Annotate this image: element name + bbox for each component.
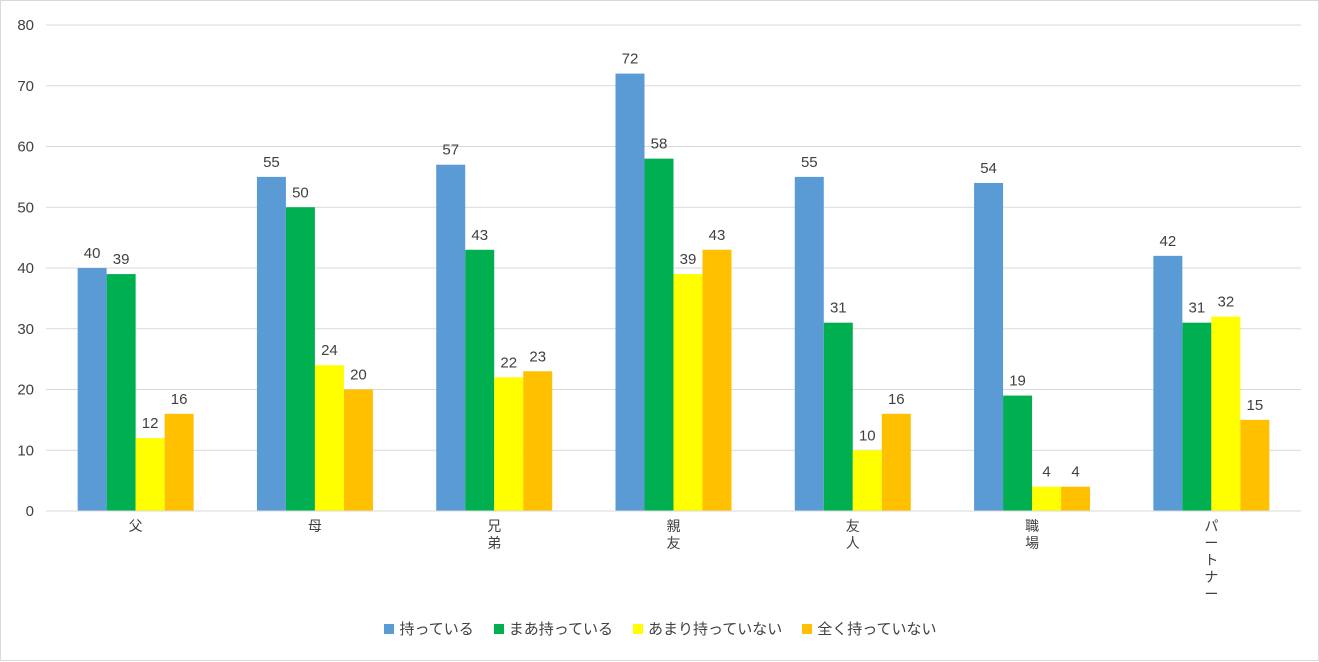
bar bbox=[794, 176, 824, 511]
data-label: 31 bbox=[1189, 300, 1206, 317]
data-label: 16 bbox=[171, 391, 188, 408]
data-label: 50 bbox=[292, 184, 309, 201]
bar bbox=[1240, 419, 1270, 511]
data-label: 10 bbox=[859, 427, 876, 444]
data-label: 31 bbox=[830, 300, 847, 317]
bar bbox=[615, 73, 645, 511]
x-tick-label: 職場 bbox=[1025, 518, 1039, 551]
data-label: 55 bbox=[263, 154, 280, 171]
legend-item: 全く持っていない bbox=[802, 618, 937, 639]
legend-swatch bbox=[493, 623, 504, 634]
bar bbox=[494, 377, 524, 511]
data-label: 54 bbox=[980, 160, 997, 177]
bar bbox=[135, 438, 165, 511]
data-label: 15 bbox=[1247, 397, 1264, 414]
legend-item: あまり持っていない bbox=[633, 618, 782, 639]
data-label: 19 bbox=[1009, 373, 1026, 390]
data-label: 43 bbox=[709, 227, 726, 244]
data-label: 23 bbox=[529, 348, 546, 365]
y-tick-label: 0 bbox=[26, 503, 34, 520]
data-label: 72 bbox=[622, 51, 639, 68]
legend-swatch bbox=[633, 623, 643, 634]
y-tick-label: 30 bbox=[17, 321, 34, 338]
bar bbox=[673, 274, 703, 511]
data-label: 39 bbox=[680, 251, 697, 268]
legend-label: 全く持っていない bbox=[817, 620, 937, 638]
bar bbox=[164, 413, 194, 511]
legend-swatch bbox=[802, 623, 813, 634]
y-tick-label: 70 bbox=[17, 78, 34, 95]
data-label: 32 bbox=[1218, 294, 1235, 311]
data-label: 24 bbox=[321, 342, 338, 359]
legend-label: あまり持っていない bbox=[648, 620, 783, 638]
y-tick-label: 80 bbox=[17, 17, 34, 34]
bar bbox=[523, 371, 553, 511]
bar bbox=[852, 450, 882, 511]
bar bbox=[1003, 395, 1033, 511]
bar bbox=[256, 176, 286, 511]
data-label: 20 bbox=[350, 367, 367, 384]
bar bbox=[314, 365, 344, 511]
legend-item: まあ持っている bbox=[493, 618, 613, 639]
legend-label: まあ持っている bbox=[508, 620, 613, 638]
data-label: 43 bbox=[471, 227, 488, 244]
bar bbox=[1061, 486, 1091, 511]
bar bbox=[974, 182, 1004, 511]
x-tick-label: パートナー bbox=[1204, 518, 1218, 602]
bar bbox=[702, 249, 732, 511]
bar bbox=[106, 274, 136, 511]
legend-item: 持っている bbox=[384, 618, 474, 639]
data-label: 40 bbox=[84, 245, 101, 262]
bar bbox=[436, 164, 466, 511]
data-label: 39 bbox=[113, 251, 130, 268]
data-label: 22 bbox=[500, 354, 517, 371]
bar bbox=[1211, 316, 1241, 511]
legend-swatch bbox=[384, 623, 395, 634]
y-tick-label: 40 bbox=[17, 260, 34, 277]
x-tick-label: 兄弟 bbox=[487, 518, 501, 551]
x-tick-label: 友人 bbox=[846, 518, 860, 551]
data-label: 4 bbox=[1071, 464, 1079, 481]
data-label: 55 bbox=[801, 154, 818, 171]
data-label: 42 bbox=[1160, 233, 1177, 250]
bar bbox=[644, 158, 674, 511]
bar bbox=[343, 389, 373, 511]
data-label: 4 bbox=[1042, 464, 1050, 481]
y-tick-label: 60 bbox=[17, 139, 34, 156]
y-tick-label: 50 bbox=[17, 199, 34, 216]
bar bbox=[77, 268, 107, 511]
x-tick-label: 母 bbox=[308, 518, 322, 534]
x-tick-label: 父 bbox=[129, 518, 143, 534]
bar bbox=[285, 207, 315, 511]
x-tick-label: 親友 bbox=[667, 518, 681, 551]
bar bbox=[1182, 322, 1212, 511]
data-label: 12 bbox=[142, 415, 159, 432]
bar bbox=[1032, 486, 1062, 511]
legend: 持っている まあ持っている あまり持っていない 全く持っていない bbox=[1, 618, 1319, 639]
bar bbox=[465, 249, 495, 511]
data-label: 57 bbox=[442, 142, 459, 159]
y-tick-label: 20 bbox=[17, 382, 34, 399]
data-label: 58 bbox=[651, 136, 668, 153]
bar bbox=[1153, 255, 1183, 511]
bar bbox=[823, 322, 853, 511]
bar bbox=[881, 413, 911, 511]
y-tick-label: 10 bbox=[17, 442, 34, 459]
data-label: 16 bbox=[888, 391, 905, 408]
legend-label: 持っている bbox=[399, 620, 474, 638]
